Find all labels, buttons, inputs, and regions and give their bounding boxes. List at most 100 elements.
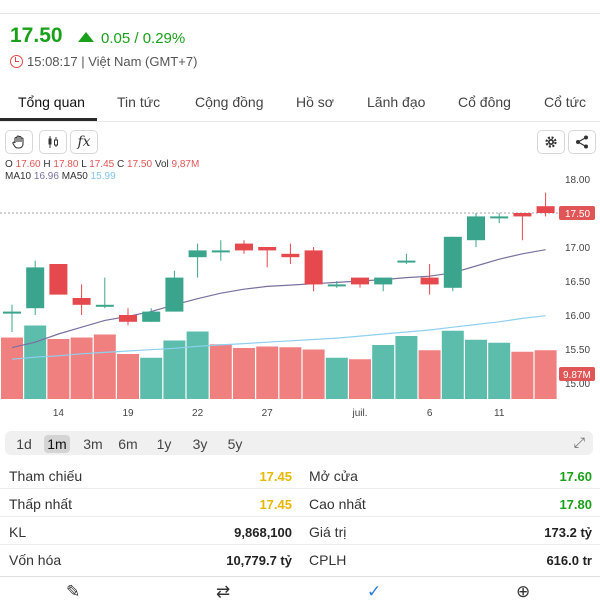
volume-bar [209,344,232,399]
x-tick-label: 27 [262,408,274,419]
stats-row: Tham chiếu 17.45 Mở cửa 17.60 [0,462,600,489]
range-6m[interactable]: 6m [118,436,138,452]
thap-nhat-value: 17.45 [259,497,292,512]
x-tick-label: 11 [494,408,505,419]
volume-bar [47,339,70,399]
candle-body [235,243,253,251]
bottom-action-bar: ✎ ⇄ ✓ ⊕ [0,576,600,601]
candle-body [490,216,509,219]
stats-row: Thấp nhất 17.45 Cao nhất 17.80 [0,490,600,517]
range-1d[interactable]: 1d [16,436,32,452]
range-1m[interactable]: 1m [44,435,70,453]
range-1y[interactable]: 1y [156,436,172,452]
y-tick-label: 16.00 [565,311,590,322]
cao-nhat-label: Cao nhất [309,496,366,512]
mo-cua-label: Mở cửa [309,468,358,484]
volume-bar [441,330,464,399]
volume-bar [465,339,487,399]
candle-body [188,250,207,258]
tab-lanh-dao[interactable]: Lãnh đạo [367,94,426,110]
kl-value: 9,868,100 [234,525,292,540]
gia-tri-label: Giá trị [309,524,347,540]
tham-chieu-label: Tham chiếu [9,468,83,484]
volume-bar [70,337,93,399]
y-tick-label: 15.00 [565,379,590,390]
drawing-tools-button[interactable] [5,130,33,154]
volume-bar [418,350,441,399]
y-tick-label: 17.00 [565,243,590,254]
volume-bar [511,351,534,399]
volume-bar [1,337,23,399]
tab-tin-tuc[interactable]: Tin tức [117,94,161,110]
candle-body [165,277,184,312]
share-icon [576,135,588,149]
cplh-label: CPLH [309,552,347,568]
candlestick-icon [48,136,58,148]
range-3m[interactable]: 3m [83,436,103,452]
candle-body [536,206,555,213]
mo-cua-value: 17.60 [559,469,592,484]
tab-co-tuc[interactable]: Cổ tức [544,94,587,110]
check-icon[interactable]: ✓ [367,582,382,601]
share-button[interactable] [568,130,596,154]
range-5y[interactable]: 5y [227,436,243,452]
y-tick-label: 18.00 [565,175,590,186]
indicators-button[interactable]: fx [70,130,98,154]
tab-bar: Tổng quan Tin tức Cộng đồng Hồ sơ Lãnh đ… [0,84,600,122]
top-status-line [0,0,600,14]
volume-bar [140,357,163,399]
tab-tong-quan[interactable]: Tổng quan [18,94,85,110]
volume-bar [488,342,511,399]
candle-body [513,213,532,217]
up-arrow-icon [78,32,94,42]
swap-icon[interactable]: ⇄ [216,582,231,601]
update-time: 15:08:17 | Việt Nam (GMT+7) [27,54,198,69]
expand-icon[interactable]: ⤢ [573,434,585,450]
active-tab-indicator [0,118,97,121]
last-price-label: 17.50 [565,209,590,220]
fx-icon: fx [77,134,91,150]
y-tick-label: 15.50 [565,345,590,356]
von-hoa-label: Vốn hóa [9,552,62,568]
tham-chieu-value: 17.45 [259,469,292,484]
kl-label: KL [9,524,27,540]
tab-co-dong[interactable]: Cổ đông [458,94,511,110]
clock-icon [10,55,23,68]
volume-bar [93,334,116,399]
candle-body [304,250,323,285]
settings-button[interactable] [537,130,565,154]
tab-ho-so[interactable]: Hồ sơ [296,94,334,110]
volume-bar [325,357,348,399]
candle-body [211,250,230,253]
candle-body [467,216,485,241]
x-tick-label: 6 [427,408,433,419]
cplh-value: 616.0 tr [546,553,592,568]
volume-bar [372,345,395,399]
candle-body [119,315,137,322]
volume-bar [279,347,302,399]
y-tick-label: 16.50 [565,277,590,288]
x-tick-label: 19 [122,408,134,419]
gia-tri-value: 173.2 tỷ [544,525,592,540]
candle-body [3,311,21,314]
price-chart[interactable]: 18.0017.5017.0016.5016.0015.5015.0017.50… [0,170,600,425]
volume-label: 9.87M [563,370,591,381]
cao-nhat-value: 17.80 [559,497,592,512]
ma50-line [11,315,546,360]
stats-row: KL 9,868,100 Giá trị 173.2 tỷ [0,518,600,545]
range-3y[interactable]: 3y [192,436,208,452]
ma10-line [11,249,546,349]
hand-icon [12,135,24,149]
add-icon[interactable]: ⊕ [516,582,531,601]
volume-bar [186,331,209,399]
candle-body [95,304,114,307]
volume-bar [233,348,255,399]
tab-cong-dong[interactable]: Cộng đồng [195,94,264,110]
current-price: 17.50 [10,24,63,47]
x-tick-label: 22 [192,408,204,419]
edit-icon[interactable]: ✎ [66,582,81,601]
chart-type-button[interactable] [39,130,67,154]
volume-bar [302,349,325,399]
candle-body [351,277,369,285]
volume-bar [163,340,186,399]
